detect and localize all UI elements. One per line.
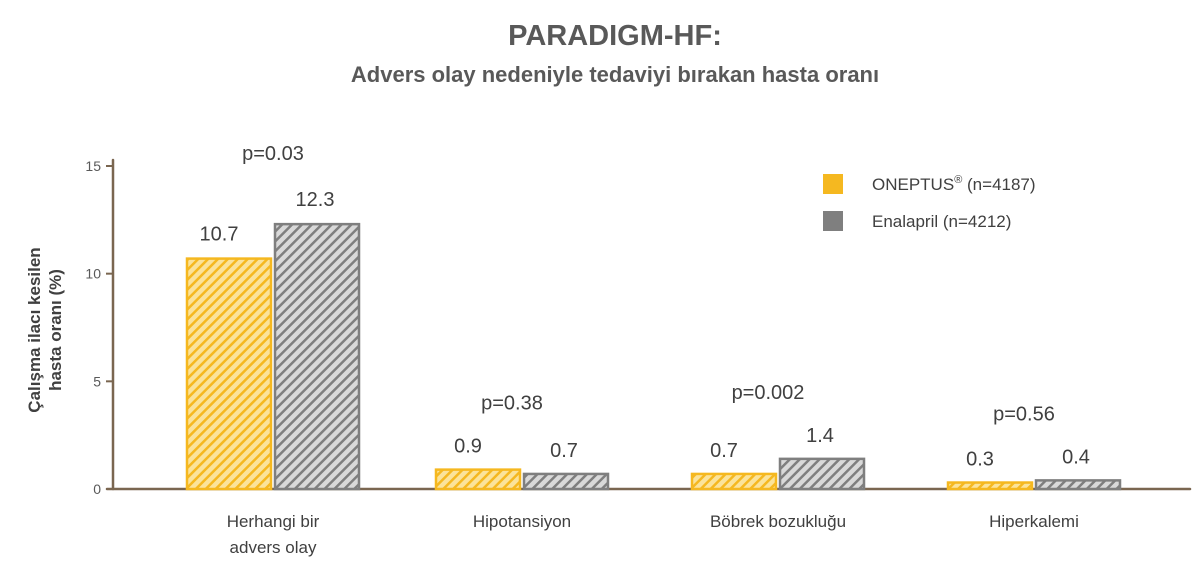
value-label: 0.9 [454,436,482,458]
y-axis-title-line-2: hasta oranı (%) [46,269,65,391]
legend-swatch-enalapril [823,211,843,231]
y-tick-label: 10 [85,266,101,282]
bar-oneptus [946,481,1034,491]
bar-oneptus [690,472,778,491]
x-category-label: Hiperkalemi [989,512,1079,531]
chart-title: PARADIGM-HF: [508,20,722,52]
value-label: 0.3 [966,449,994,471]
y-tick-label: 0 [93,481,101,497]
p-value-label: p=0.56 [993,403,1055,425]
x-category-label: Hipotansiyon [473,512,571,531]
y-axis-title-line-1: Çalışma ilacı kesilen [25,247,44,412]
x-category-label: advers olay [230,538,317,557]
value-label: 12.3 [296,189,335,211]
legend-label-oneptus: ONEPTUS® (n=4187) [872,174,1036,194]
value-label: 0.7 [710,440,738,462]
y-tick-label: 5 [93,373,101,389]
legend-swatch-oneptus [823,174,843,194]
value-label: 0.7 [550,440,578,462]
bar-oneptus [185,257,273,491]
value-label: 0.4 [1062,446,1090,468]
bar-enalapril [273,222,361,491]
p-value-label: p=0.002 [732,382,805,404]
bar-enalapril [522,472,610,491]
value-label: 1.4 [806,425,834,447]
bar-enalapril [778,457,866,491]
value-label: 10.7 [200,224,239,246]
y-axis-title: Çalışma ilacı kesilen hasta oranı (%) [25,247,65,412]
legend: ONEPTUS® (n=4187) Enalapril (n=4212) [823,174,1036,231]
p-value-label: p=0.03 [242,143,304,165]
legend-label-enalapril: Enalapril (n=4212) [872,212,1011,231]
x-category-label: Böbrek bozukluğu [710,512,846,531]
p-value-label: p=0.38 [481,393,543,415]
y-tick-label: 15 [85,158,101,174]
bar-oneptus [434,468,522,491]
bar-enalapril [1034,479,1122,491]
chart-subtitle: Advers olay nedeniyle tedaviyi bırakan h… [351,62,879,87]
plot-area: 0 5 10 15 10.7 12.3 p=0.03 Herhangi bir advers o… [85,143,1192,557]
x-category-label: Herhangi bir [227,512,320,531]
